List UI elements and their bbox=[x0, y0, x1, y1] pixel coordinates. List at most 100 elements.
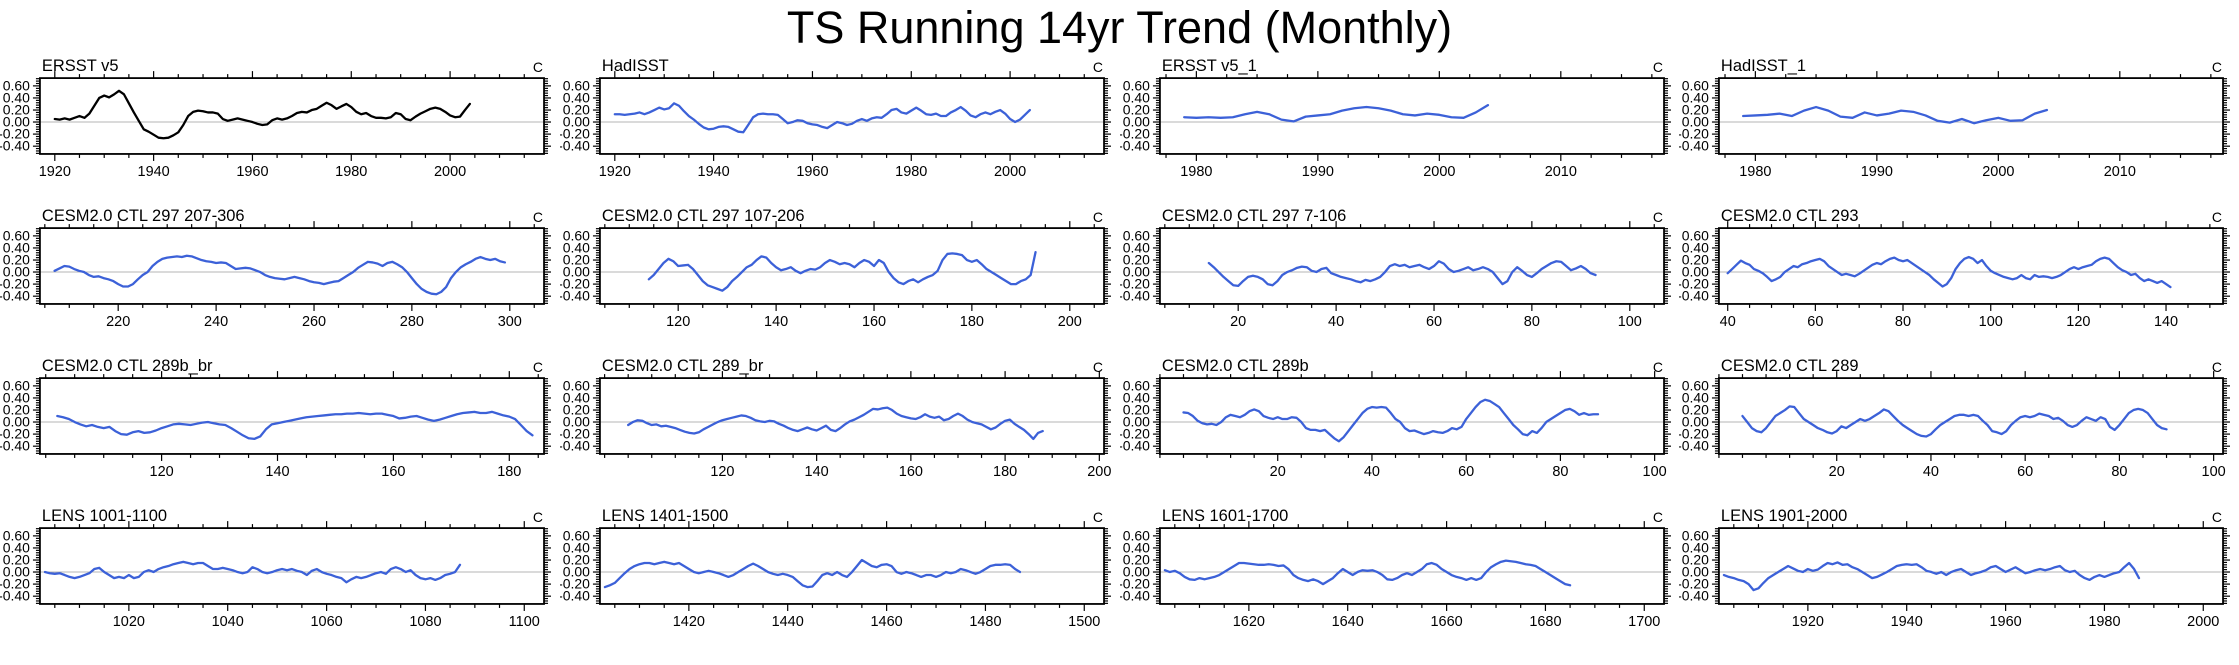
y-tick-label: 0.00 bbox=[1122, 564, 1149, 580]
panel-title: HadISST_1 bbox=[1721, 57, 1806, 75]
x-tick-label: 40 bbox=[1720, 314, 1736, 330]
y-tick-label: -0.40 bbox=[0, 288, 30, 304]
y-tick-label: 0.40 bbox=[1122, 239, 1149, 255]
chart-svg: 0.600.400.200.00-0.20-0.40 1980 1990 2000 20… bbox=[1679, 57, 2231, 180]
x-tick-label: 60 bbox=[1458, 464, 1474, 480]
x-tick-label: 1420 bbox=[673, 614, 705, 630]
y-tick-label: 0.40 bbox=[1122, 539, 1149, 555]
data-line bbox=[1181, 398, 1599, 443]
y-tick-label: 0.00 bbox=[3, 414, 30, 430]
chart-svg: 0.600.400.200.00-0.20-0.40 220 240 260 280 30… bbox=[0, 207, 552, 330]
y-tick-label: 0.40 bbox=[1682, 539, 1709, 555]
x-tick-label: 140 bbox=[2154, 314, 2178, 330]
data-line bbox=[56, 410, 534, 441]
x-tick-label: 1620 bbox=[1232, 614, 1264, 630]
x-tick-label: 60 bbox=[2017, 464, 2033, 480]
y-tick-label: 0.00 bbox=[563, 564, 590, 580]
x-tick-label: 160 bbox=[862, 314, 886, 330]
y-tick-label: 0.40 bbox=[563, 389, 590, 405]
x-tick-label: 1980 bbox=[895, 164, 927, 180]
y-tick-label: 0.00 bbox=[1682, 564, 1709, 580]
y-tick-label: -0.40 bbox=[0, 588, 30, 604]
panel-title: CESM2.0 CTL 289b_br bbox=[42, 357, 213, 375]
x-tick-label: 1990 bbox=[1861, 164, 1893, 180]
data-line bbox=[626, 406, 1044, 441]
y-tick-label: 0.60 bbox=[3, 227, 30, 243]
x-tick-label: 280 bbox=[400, 314, 424, 330]
y-tick-label: -0.20 bbox=[0, 126, 30, 142]
chart-svg: 0.600.400.200.00-0.20-0.40 1920 1940 1960 19… bbox=[560, 57, 1111, 180]
y-tick-label: -0.20 bbox=[1679, 276, 1709, 292]
y-tick-label: 0.40 bbox=[563, 539, 590, 555]
y-tick-label: 0.40 bbox=[3, 89, 30, 105]
data-line bbox=[647, 251, 1037, 292]
y-tick-label: 0.40 bbox=[563, 89, 590, 105]
x-tick-label: 180 bbox=[497, 464, 521, 480]
x-tick-label: 2000 bbox=[434, 164, 466, 180]
y-tick-label: -0.20 bbox=[0, 276, 30, 292]
y-tick-label: 0.00 bbox=[1682, 414, 1709, 430]
data-line bbox=[53, 89, 472, 140]
unit-label: C bbox=[2212, 209, 2222, 225]
x-tick-label: 100 bbox=[1979, 314, 2003, 330]
unit-label: C bbox=[2212, 59, 2222, 75]
plot-frame bbox=[39, 77, 545, 155]
x-tick-label: 1700 bbox=[1628, 614, 1660, 630]
x-tick-label: 1440 bbox=[771, 614, 803, 630]
x-tick-label: 80 bbox=[1895, 314, 1911, 330]
plot-frame bbox=[598, 527, 1105, 605]
chart-panel: 0.60 0.40 0.20 0.00 -0.20 -0.40 1620 1640 1660 16… bbox=[1120, 506, 1679, 656]
x-tick-label: 140 bbox=[804, 464, 828, 480]
data-line bbox=[603, 558, 1021, 589]
x-tick-label: 80 bbox=[1523, 314, 1539, 330]
x-tick-label: 60 bbox=[1425, 314, 1441, 330]
panel-grid: 0.60 0.40 0.20 0.00 -0.20 -0.40 1920 1940 1960 19… bbox=[0, 56, 2239, 656]
y-tick-label: -0.40 bbox=[1120, 438, 1150, 454]
x-tick-label: 1960 bbox=[236, 164, 268, 180]
y-tick-label: 0.60 bbox=[3, 377, 30, 393]
y-tick-label: 0.60 bbox=[1122, 527, 1149, 543]
y-tick-label: 0.00 bbox=[1122, 114, 1149, 130]
x-tick-label: 120 bbox=[2067, 314, 2091, 330]
x-tick-label: 1980 bbox=[1180, 164, 1212, 180]
x-tick-label: 200 bbox=[1087, 464, 1111, 480]
y-tick-label: -0.20 bbox=[1679, 126, 1709, 142]
plot-frame bbox=[1158, 377, 1665, 455]
unit-label: C bbox=[1093, 209, 1103, 225]
chart-panel: 0.60 0.40 0.20 0.00 -0.20 -0.40 1980 1990 2000 20… bbox=[1679, 56, 2238, 206]
panel-title: CESM2.0 CTL 297 7-106 bbox=[1161, 207, 1345, 225]
panel-title: CESM2.0 CTL 289b bbox=[1161, 357, 1308, 375]
y-tick-label: -0.40 bbox=[0, 438, 30, 454]
panel-title: LENS 1001-1100 bbox=[42, 507, 167, 525]
y-tick-label: 0.60 bbox=[1682, 377, 1709, 393]
y-tick-label: -0.40 bbox=[560, 288, 590, 304]
x-tick-label: 1960 bbox=[1990, 614, 2022, 630]
unit-label: C bbox=[2212, 359, 2222, 375]
y-tick-label: -0.20 bbox=[1120, 276, 1150, 292]
y-tick-label: 0.20 bbox=[1122, 552, 1149, 568]
y-tick-label: -0.20 bbox=[1679, 426, 1709, 442]
y-tick-label: 0.40 bbox=[1682, 389, 1709, 405]
panel-title: CESM2.0 CTL 289 bbox=[1721, 357, 1859, 375]
y-tick-label: 0.00 bbox=[563, 414, 590, 430]
plot-frame bbox=[1718, 77, 2225, 155]
plot-frame bbox=[598, 77, 1105, 155]
y-tick-label: 0.20 bbox=[1682, 252, 1709, 268]
x-tick-label: 2000 bbox=[2187, 614, 2219, 630]
y-tick-label: 0.00 bbox=[3, 264, 30, 280]
y-tick-label: 0.60 bbox=[1122, 227, 1149, 243]
data-line bbox=[1726, 255, 2172, 289]
y-tick-label: 0.20 bbox=[1682, 402, 1709, 418]
x-tick-label: 100 bbox=[1642, 464, 1666, 480]
plot-frame bbox=[39, 527, 545, 605]
unit-label: C bbox=[533, 359, 543, 375]
x-tick-label: 20 bbox=[1829, 464, 1845, 480]
y-tick-label: -0.40 bbox=[560, 438, 590, 454]
unit-label: C bbox=[533, 209, 543, 225]
axis-ticks bbox=[592, 521, 1111, 611]
y-tick-label: 0.40 bbox=[3, 239, 30, 255]
chart-panel: 0.60 0.40 0.20 0.00 -0.20 -0.40 40 60 80 100 120 14… bbox=[1679, 206, 2238, 356]
y-tick-label: -0.40 bbox=[1679, 438, 1709, 454]
y-tick-label: 0.60 bbox=[3, 77, 30, 93]
x-tick-label: 1980 bbox=[2089, 614, 2121, 630]
